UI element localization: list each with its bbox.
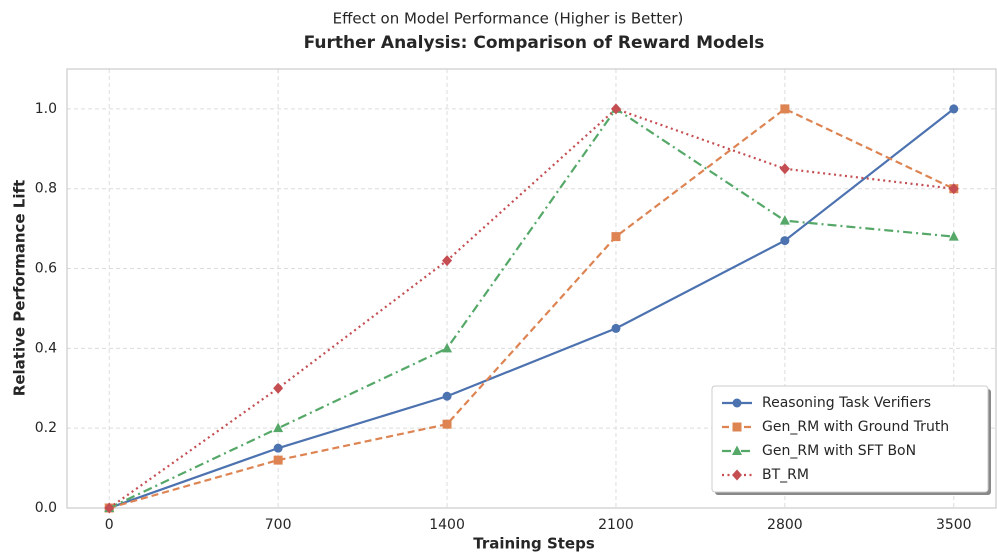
y-tick-label: 0.0 [35, 500, 57, 516]
y-axis-label: Relative Performance Lift [11, 180, 29, 396]
x-tick-label: 700 [265, 517, 292, 533]
legend-marker [732, 398, 742, 408]
legend-label: Gen_RM with SFT BoN [762, 443, 916, 459]
x-tick-label: 1400 [429, 517, 465, 533]
legend-label: Reasoning Task Verifiers [762, 395, 931, 411]
x-tick-label: 3500 [936, 517, 972, 533]
data-point [611, 232, 621, 242]
data-point [442, 419, 452, 429]
chart-subtitle: Effect on Model Performance (Higher is B… [333, 10, 684, 28]
legend-box [711, 385, 989, 493]
series-line [108, 107, 954, 509]
y-tick-label: 0.4 [35, 340, 57, 356]
series-line [108, 108, 955, 510]
data-point [780, 236, 790, 246]
y-tick-label: 1.0 [35, 101, 57, 117]
legend-label: Gen_RM with Ground Truth [762, 419, 949, 435]
x-axis-label: Training Steps [473, 535, 595, 553]
x-tick-label: 2800 [767, 517, 803, 533]
data-point [273, 382, 284, 394]
data-point [780, 104, 790, 114]
legend-marker [732, 422, 742, 432]
x-tick-label: 2100 [598, 517, 634, 533]
data-point [442, 391, 452, 401]
data-point [948, 183, 959, 195]
legend-marker [732, 469, 742, 481]
data-point [611, 323, 621, 333]
data-point [273, 422, 284, 433]
x-tick-label: 0 [105, 517, 114, 533]
data-point [104, 502, 115, 514]
legend-label: BT_RM [762, 467, 809, 483]
data-point [442, 255, 453, 267]
data-point [779, 163, 790, 175]
chart-title: Further Analysis: Comparison of Reward M… [304, 33, 765, 53]
data-point [610, 103, 621, 115]
y-tick-label: 0.8 [35, 181, 57, 197]
data-point [949, 104, 959, 114]
series-line [108, 107, 954, 509]
y-tick-label: 0.6 [35, 261, 57, 277]
legend: Reasoning Task Verifiers Gen_RM with Grou… [711, 385, 991, 495]
legend-marker [732, 445, 742, 455]
data-point [273, 455, 283, 465]
series-line [108, 107, 955, 510]
plot-frame [66, 68, 997, 509]
data-point [273, 443, 283, 453]
y-tick-label: 0.2 [35, 420, 57, 436]
data-point [779, 215, 790, 225]
data-point [948, 231, 959, 241]
data-point [442, 342, 453, 353]
